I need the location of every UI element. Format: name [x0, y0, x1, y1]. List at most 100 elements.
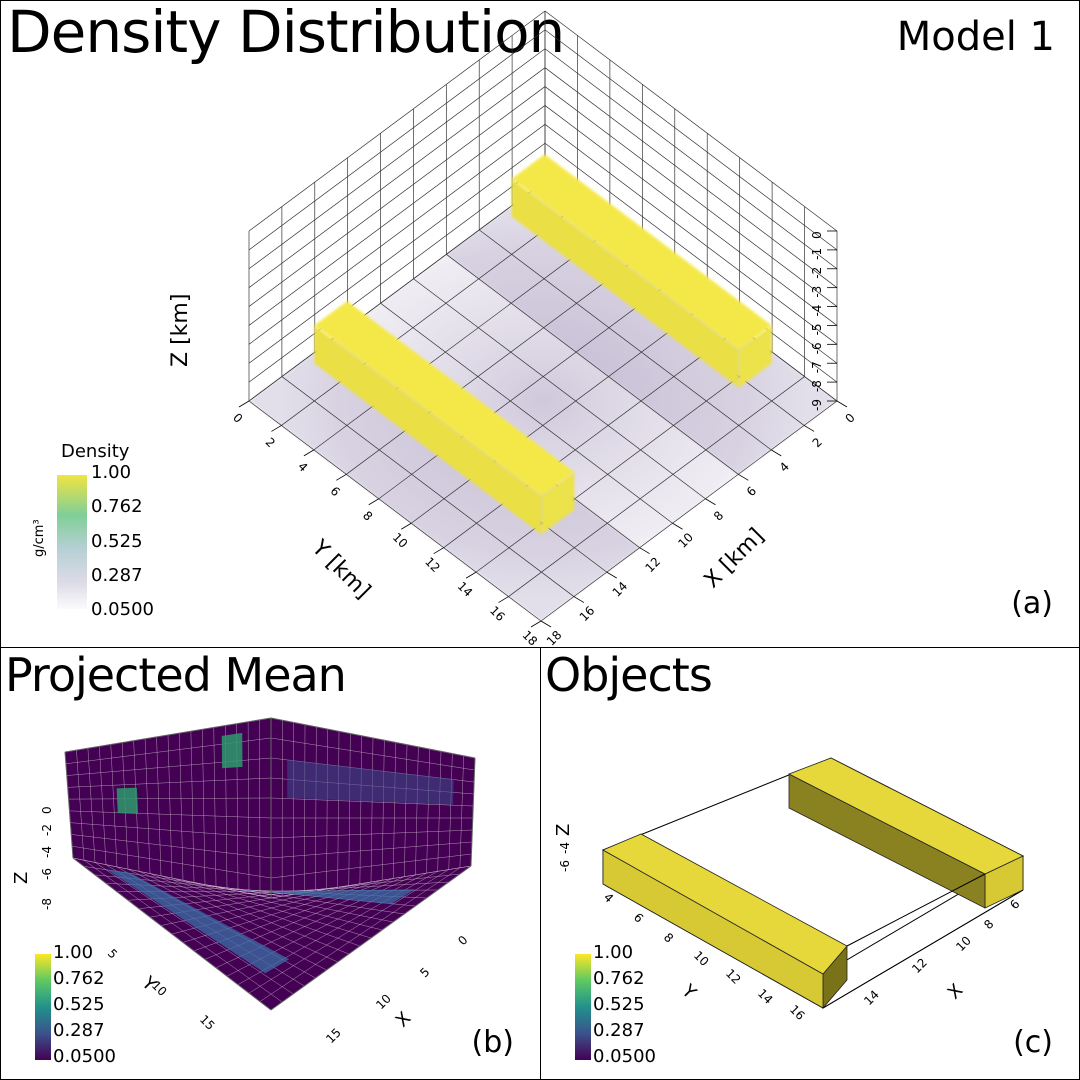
y-tick-label: 18: [519, 628, 540, 648]
wall-patch: [221, 732, 243, 769]
grid-line: [413, 278, 706, 500]
colorbar-unit: g/cm³: [32, 519, 47, 557]
y-tick-label-c: 6: [631, 910, 646, 925]
grid-line: [248, 105, 546, 326]
grid-line: [76, 750, 85, 861]
x-tick-label-b: 15: [323, 1025, 344, 1046]
box-edge: [64, 717, 272, 753]
x-tick-label: 6: [744, 484, 759, 499]
grid-line: [248, 48, 546, 270]
colorbar-tick: 0.525: [91, 531, 143, 552]
panel-b-letter: (b): [471, 1025, 514, 1060]
colorbar-tick: 0.0500: [53, 1046, 116, 1067]
colorbar-tick: 0.0500: [593, 1046, 656, 1067]
x-tick-label: 18: [544, 628, 565, 648]
grid-line: [248, 29, 546, 251]
tick-mark: [705, 498, 716, 506]
x-tick-label: 10: [675, 530, 696, 551]
colorbar-tick: 0.287: [53, 1020, 105, 1041]
z-tick-label: -2: [810, 267, 824, 279]
box-edge: [270, 717, 476, 759]
grid-line: [87, 748, 96, 863]
grid-line: [544, 124, 838, 345]
tick-mark: [573, 596, 585, 603]
floor-projection: [231, 888, 415, 904]
object-face: [541, 472, 575, 535]
colorbar-gradient: [57, 475, 87, 609]
tick-mark: [271, 425, 282, 432]
grid-line: [304, 724, 306, 893]
y-tick-label-c: 16: [787, 1002, 808, 1023]
y-axis-label: Y [km]: [306, 535, 375, 604]
grid-line: [544, 86, 838, 307]
z-tick-label-c: -6: [558, 860, 572, 872]
object-shadow: [446, 181, 837, 475]
grid-line: [378, 278, 675, 500]
panel-a-letter: (a): [1011, 586, 1053, 621]
grid-line: [270, 797, 474, 807]
x-tick-label-b: 0: [455, 933, 470, 948]
grid-line: [459, 755, 464, 868]
x-tick-label-c: 12: [909, 955, 930, 976]
y-tick-label-c: 12: [723, 966, 744, 987]
grid-line: [381, 740, 385, 881]
z-axis-label-c: Z: [553, 824, 574, 836]
tick-mark: [803, 425, 815, 432]
grid-line: [270, 853, 472, 879]
z-tick-label: -4: [810, 305, 824, 317]
grid-line: [544, 29, 838, 251]
grid-line: [248, 86, 546, 307]
x-tick-label: 8: [711, 508, 726, 523]
object-right-top: [788, 757, 1024, 875]
x-tick-label: 12: [642, 554, 663, 575]
panel-a-title: Density Distribution: [7, 0, 565, 66]
grid-line: [544, 67, 838, 288]
object-face: [511, 178, 739, 388]
tick-mark: [639, 547, 650, 555]
panel-density-distribution: Density Distribution Model 1 (a) 0 2 4 6 8 10…: [0, 0, 1080, 648]
colorbar-tick: 1.00: [91, 462, 131, 483]
grid-line: [72, 845, 272, 879]
colorbar-tick: 0.525: [593, 994, 645, 1015]
y-tick-label: 14: [455, 579, 476, 600]
tick-mark: [368, 498, 379, 506]
z-tick-label: -7: [810, 361, 824, 373]
grid-line: [475, 351, 773, 573]
tick-mark: [738, 473, 749, 481]
tick-mark: [606, 571, 617, 579]
grid-line: [270, 829, 473, 839]
grid-line: [359, 735, 362, 884]
wall-patch: [116, 787, 138, 814]
tick-mark: [672, 522, 683, 530]
colorbar-tick: 0.287: [593, 1020, 645, 1041]
z-tick-label-b: -8: [40, 898, 54, 910]
grid-line: [144, 738, 151, 874]
grid-line: [70, 822, 272, 839]
tick-mark: [336, 473, 347, 481]
grid-line: [213, 727, 217, 887]
grid-line: [446, 254, 739, 475]
z-axis-label: Z [km]: [168, 294, 193, 367]
grid-line: [270, 737, 475, 771]
wall-right: [271, 718, 475, 898]
grid-line: [326, 729, 328, 890]
z-tick-label: 0: [810, 231, 824, 239]
x-tick-label-c: 10: [953, 933, 974, 954]
y-tick-label-c: 8: [661, 930, 676, 945]
x-tick-label-c: 14: [861, 987, 882, 1008]
grid-line: [68, 797, 272, 800]
grid-line: [248, 142, 546, 364]
grid-line: [448, 753, 453, 870]
tick-mark: [433, 547, 444, 555]
y-tick-label: 10: [390, 530, 411, 551]
colorbar-c: 1.00 0.762 0.525 0.287 0.0500: [575, 942, 656, 1067]
colorbar-tick: 0.0500: [91, 599, 154, 620]
grid-line: [404, 744, 408, 877]
tick-mark: [401, 522, 412, 530]
grid-line: [281, 376, 575, 597]
projection-walls: [64, 717, 476, 1011]
x-tick-label-c: 6: [1007, 897, 1022, 912]
colorbar-tick: 0.762: [53, 968, 105, 989]
grid-line: [69, 810, 272, 819]
